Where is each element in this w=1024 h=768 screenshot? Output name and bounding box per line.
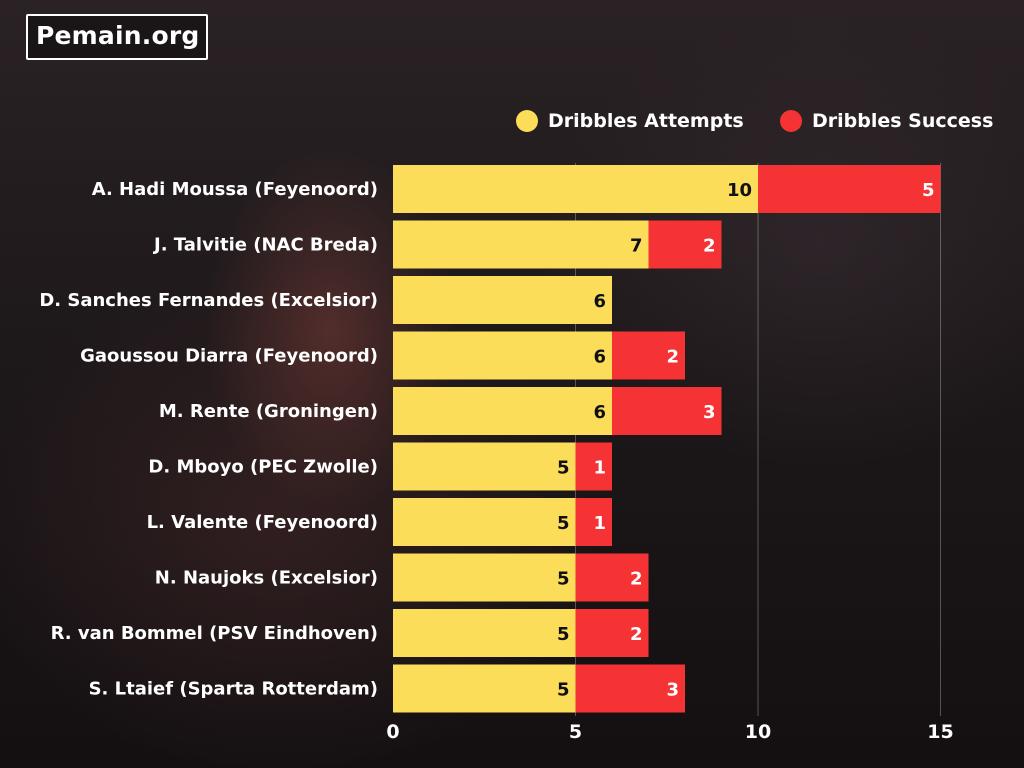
bar-attempts: [393, 553, 576, 602]
logo-text: Pemain.org: [36, 21, 200, 50]
bar-success: [575, 442, 612, 491]
bar-attempts: [393, 387, 612, 435]
bar-attempts: [393, 498, 576, 546]
category-label: A. Hadi Moussa (Feyenoord): [92, 179, 378, 200]
value-label-success: 1: [593, 513, 606, 534]
legend-label-attempts: Dribbles Attempts: [548, 110, 744, 132]
category-label: S. Ltaief (Sparta Rotterdam): [89, 679, 378, 700]
bar-success: [575, 498, 612, 546]
value-label-attempts: 6: [593, 347, 606, 368]
category-label: R. van Bommel (PSV Eindhoven): [51, 623, 378, 644]
value-label-attempts: 5: [557, 569, 570, 590]
value-label-attempts: 5: [557, 458, 570, 479]
value-label-success: 2: [666, 347, 679, 368]
legend-item-attempts: Dribbles Attempts: [516, 110, 744, 132]
bar-success: [648, 220, 722, 269]
category-label: M. Rente (Groningen): [159, 401, 378, 422]
legend-label-success: Dribbles Success: [812, 110, 994, 132]
value-label-attempts: 5: [557, 680, 570, 701]
bar-success: [575, 553, 649, 602]
value-label-attempts: 10: [727, 180, 752, 201]
value-label-success: 3: [666, 680, 679, 701]
value-label-attempts: 6: [593, 291, 606, 312]
value-label-success: 3: [703, 402, 716, 423]
x-tick-label: 0: [386, 721, 399, 743]
legend-dot-success: [780, 110, 802, 132]
value-label-success: 2: [630, 569, 643, 590]
category-label: L. Valente (Feyenoord): [147, 512, 378, 533]
value-label-attempts: 7: [630, 236, 643, 257]
category-label: Gaoussou Diarra (Feyenoord): [80, 346, 378, 367]
bar-success: [758, 165, 941, 213]
category-label: D. Sanches Fernandes (Excelsior): [39, 290, 378, 311]
category-label: D. Mboyo (PEC Zwolle): [148, 457, 378, 478]
bar-success: [612, 387, 722, 435]
bar-attempts: [393, 276, 612, 324]
x-tick-label: 15: [927, 721, 953, 743]
category-label: J. Talvitie (NAC Breda): [152, 235, 378, 256]
bar-success: [575, 609, 649, 657]
legend-item-success: Dribbles Success: [780, 110, 993, 132]
value-label-attempts: 6: [593, 402, 606, 423]
value-label-attempts: 5: [557, 513, 570, 534]
bar-attempts: [393, 331, 612, 380]
bar-attempts: [393, 165, 758, 213]
value-label-success: 5: [922, 180, 935, 201]
category-label: N. Naujoks (Excelsior): [155, 568, 378, 589]
x-tick-label: 5: [569, 721, 582, 743]
bar-attempts: [393, 664, 576, 713]
brand-logo: Pemain.org: [26, 14, 208, 60]
bar-success: [612, 331, 685, 380]
bar-attempts: [393, 609, 576, 657]
value-label-success: 1: [593, 458, 606, 479]
value-label-success: 2: [630, 624, 643, 645]
bar-success: [575, 664, 685, 713]
bar-attempts: [393, 442, 576, 491]
value-label-success: 2: [703, 236, 716, 257]
x-tick-label: 10: [745, 721, 771, 743]
bar-attempts: [393, 220, 649, 269]
legend-dot-attempts: [516, 110, 538, 132]
value-label-attempts: 5: [557, 624, 570, 645]
